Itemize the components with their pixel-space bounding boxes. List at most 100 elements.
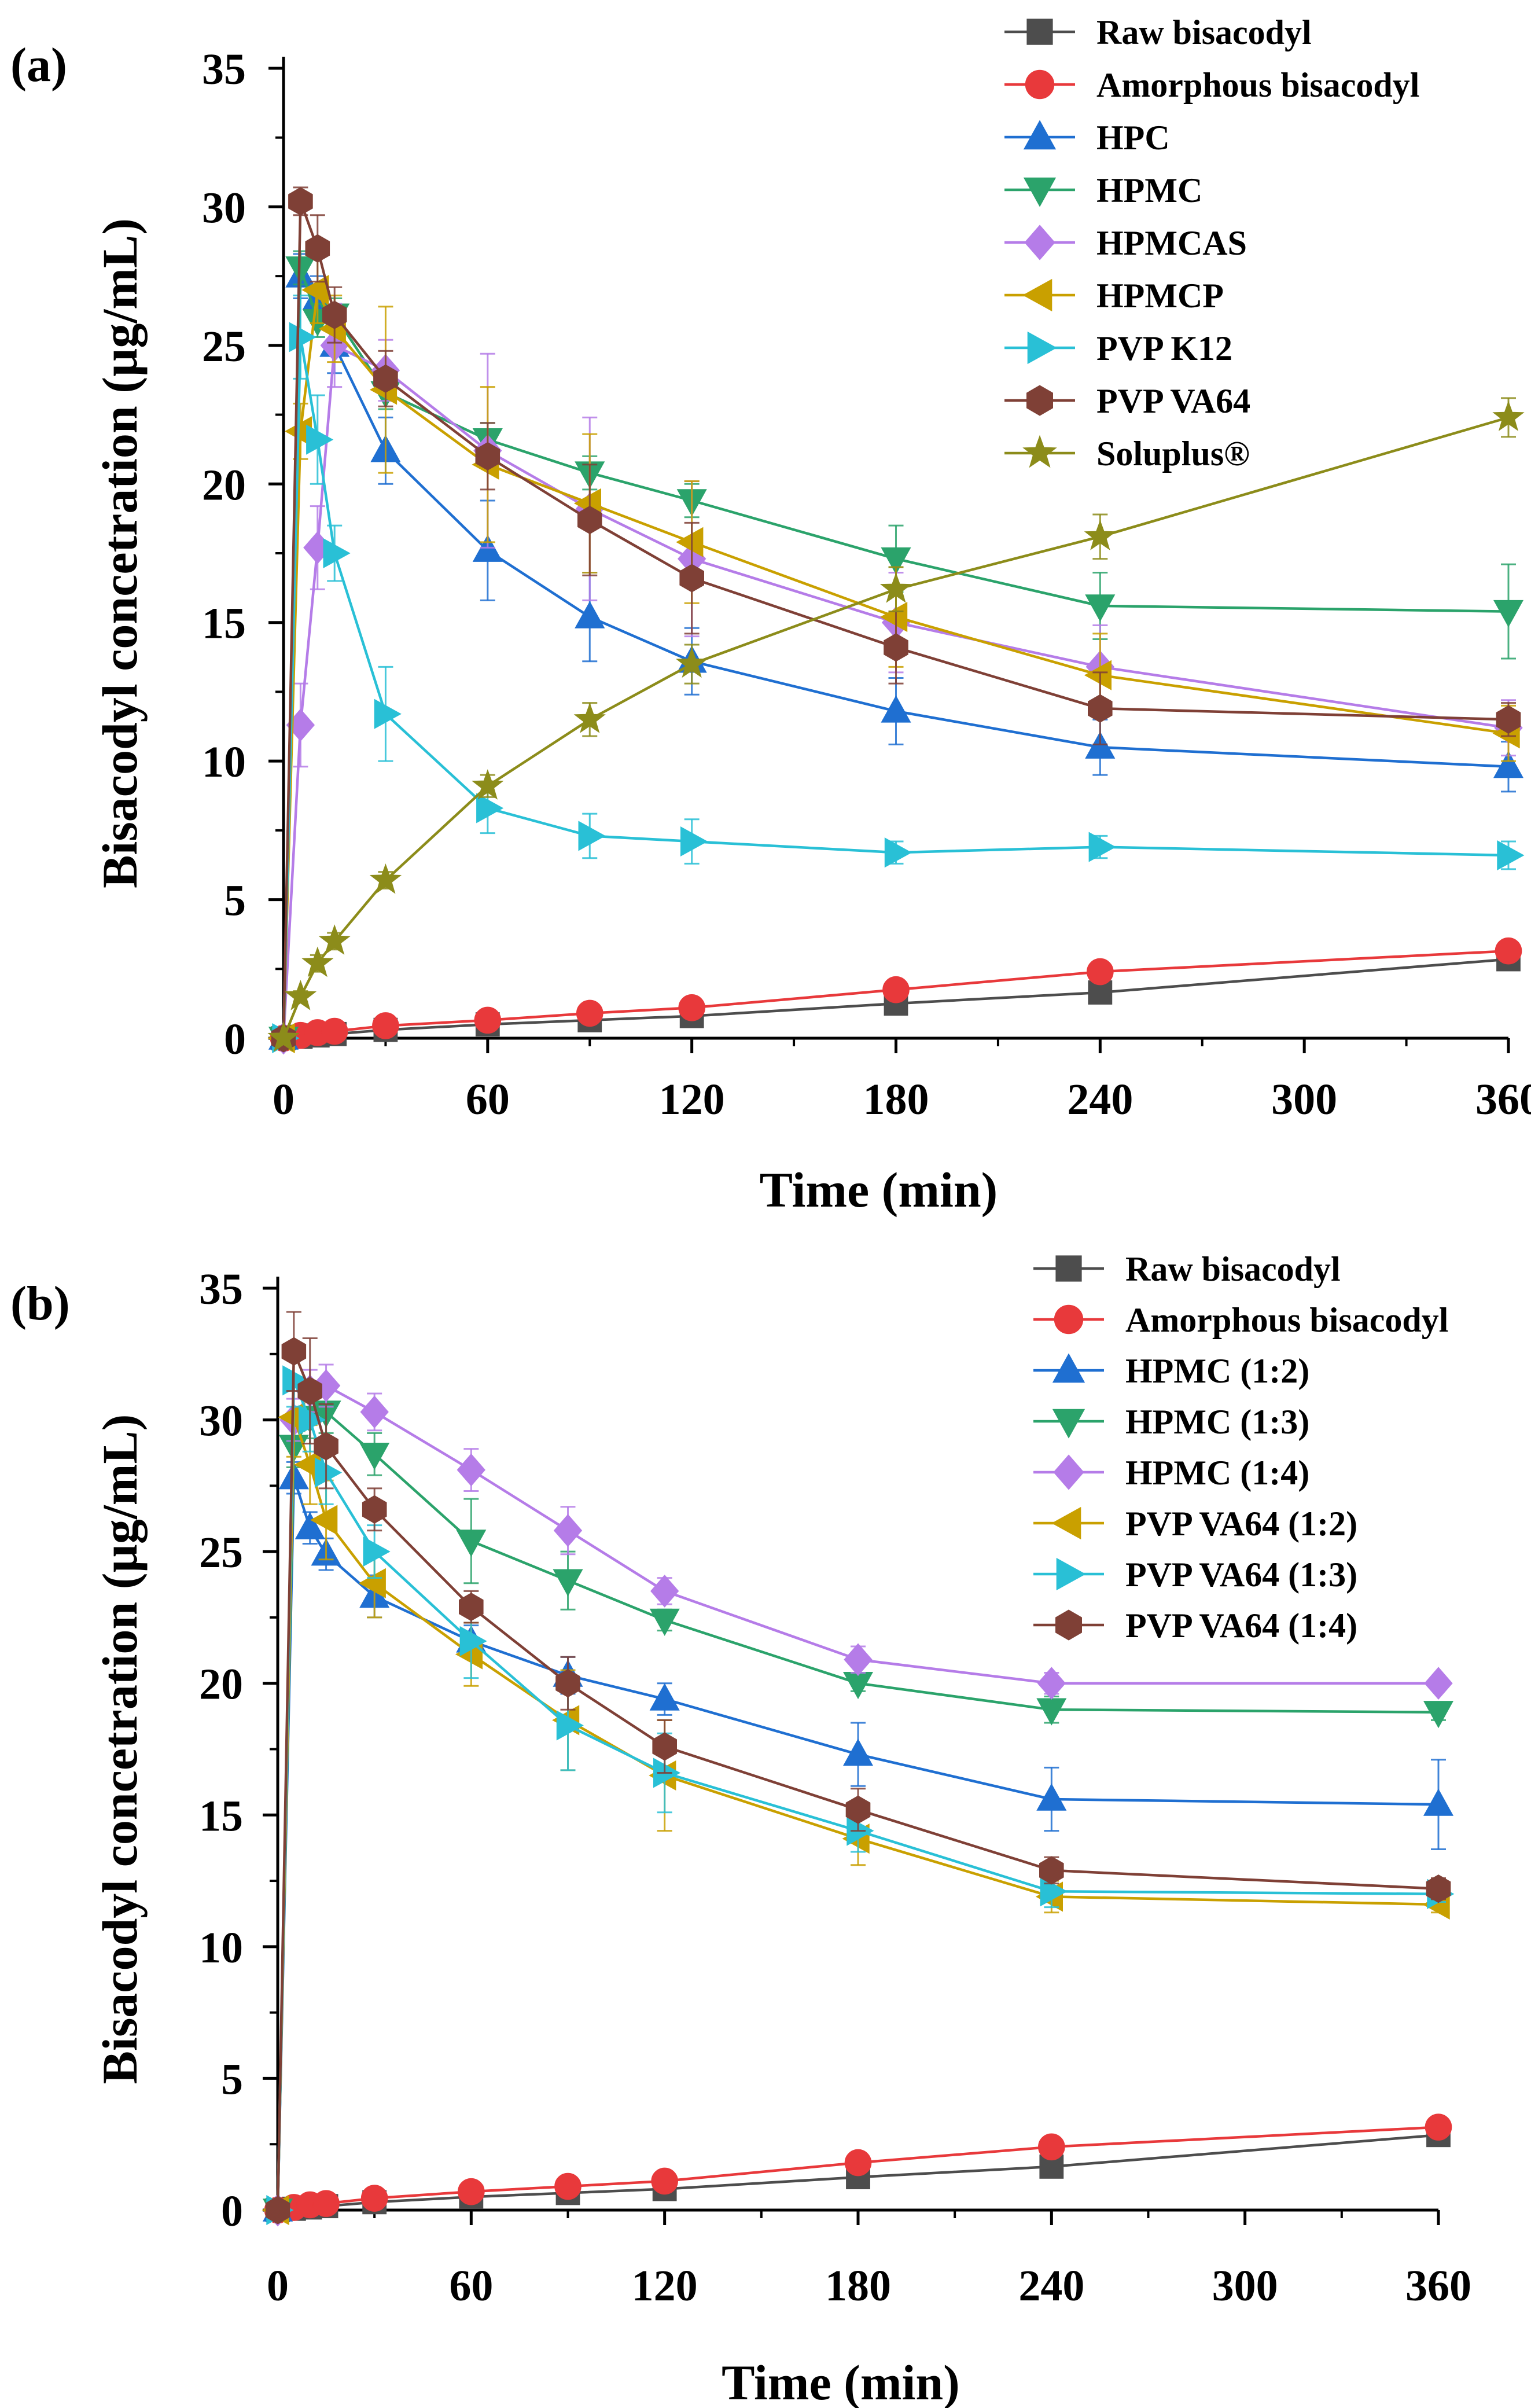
- legend-marker: [1022, 278, 1052, 312]
- data-point: [1039, 1856, 1064, 1885]
- legend-entry: HPMC (1:4): [1033, 1454, 1309, 1492]
- legend-entry: HPMC: [1004, 171, 1202, 209]
- data-point: [1088, 832, 1116, 862]
- legend-entry: Amorphous bisacodyl: [1004, 66, 1419, 104]
- data-point: [312, 2190, 340, 2217]
- legend-entry: PVP K12: [1004, 329, 1232, 367]
- data-point: [297, 1376, 322, 1406]
- data-point: [1493, 751, 1524, 778]
- data-point: [359, 1443, 390, 1470]
- y-tick-label: 10: [199, 1924, 243, 1972]
- data-point: [284, 980, 317, 1010]
- data-point: [374, 698, 402, 729]
- data-point: [459, 1593, 484, 1622]
- legend-label: Raw bisacodyl: [1125, 1250, 1341, 1288]
- data-point: [1038, 2133, 1065, 2161]
- data-point: [578, 821, 606, 851]
- data-point: [1088, 694, 1113, 723]
- legend-label: PVP VA64 (1:4): [1125, 1606, 1357, 1645]
- legend-entry: PVP VA64 (1:2): [1033, 1505, 1357, 1543]
- data-point: [1087, 958, 1114, 986]
- data-point: [1496, 705, 1521, 734]
- data-point: [882, 976, 910, 1003]
- legend-label: HPMC (1:2): [1125, 1352, 1309, 1390]
- data-point: [1423, 1788, 1454, 1816]
- legend-entry: Raw bisacodyl: [1004, 13, 1312, 52]
- legend-entry: HPMC (1:2): [1033, 1352, 1309, 1390]
- x-tick-label: 240: [1018, 2262, 1084, 2310]
- x-tick-label: 180: [825, 2262, 891, 2310]
- x-tick-label: 0: [273, 1075, 295, 1124]
- data-point: [363, 1536, 391, 1567]
- data-point: [282, 1365, 310, 1396]
- data-point: [649, 1608, 680, 1636]
- x-tick-label: 120: [659, 1075, 725, 1124]
- x-tick-label: 60: [449, 2262, 493, 2310]
- legend-entry: PVP VA64 (1:3): [1033, 1556, 1357, 1594]
- y-tick-label: 30: [199, 1397, 243, 1446]
- data-point: [369, 863, 402, 894]
- data-point: [680, 826, 708, 857]
- legend-label: PVP VA64 (1:2): [1125, 1505, 1357, 1543]
- data-point: [1425, 2113, 1452, 2141]
- data-point: [360, 1395, 389, 1429]
- data-point: [476, 793, 504, 824]
- data-point: [1497, 840, 1525, 871]
- y-tick-label: 15: [202, 600, 246, 648]
- data-point: [679, 564, 704, 593]
- data-point: [281, 1337, 307, 1366]
- y-tick-label: 20: [202, 461, 246, 509]
- data-point: [676, 527, 704, 557]
- legend-label: Soluplus®: [1096, 435, 1250, 473]
- data-point: [554, 2172, 582, 2200]
- y-tick-label: 10: [202, 738, 246, 786]
- data-point: [842, 1738, 874, 1766]
- data-point: [880, 602, 908, 633]
- data-point: [318, 924, 351, 955]
- data-point: [650, 1575, 679, 1608]
- x-tick-label: 0: [267, 2262, 289, 2310]
- legend-label: Amorphous bisacodyl: [1096, 66, 1419, 104]
- data-point: [881, 695, 911, 723]
- panel-label: (b): [10, 1277, 70, 1330]
- data-point: [576, 999, 603, 1027]
- legend-label: Amorphous bisacodyl: [1125, 1301, 1448, 1339]
- x-tick-label: 120: [632, 2262, 698, 2310]
- data-point: [314, 1457, 343, 1488]
- legend-marker: [1053, 1454, 1084, 1490]
- data-point: [1492, 400, 1525, 431]
- x-axis-title: Time (min): [722, 2355, 960, 2408]
- data-point: [362, 1495, 387, 1524]
- y-tick-label: 0: [221, 2187, 243, 2236]
- data-point: [556, 1710, 584, 1741]
- data-point: [1084, 520, 1116, 550]
- legend-label: PVP VA64: [1096, 382, 1250, 420]
- data-point: [1084, 660, 1112, 690]
- x-tick-label: 300: [1271, 1075, 1337, 1124]
- legend-label: HPMCP: [1096, 277, 1224, 315]
- data-point: [575, 601, 605, 628]
- data-point: [651, 2167, 678, 2195]
- legend-marker: [1024, 225, 1055, 260]
- axes: 0 60 120 180 240 300 360 0 5 10 15 20 25 30 35: [202, 45, 1531, 1124]
- data-point: [360, 2185, 388, 2212]
- legend-label: HPMCAS: [1096, 224, 1247, 262]
- y-tick-label: 25: [202, 322, 246, 371]
- data-point: [299, 1405, 326, 1435]
- data-point: [1424, 1667, 1453, 1700]
- data-point: [845, 1795, 871, 1824]
- data-point: [305, 234, 330, 263]
- legend-marker: [1054, 1304, 1084, 1334]
- panel-a: (a) 0 60 120 180 240 300 360 0 5 10 15 20 25 30 35 Time …: [10, 13, 1531, 1218]
- y-tick-label: 30: [202, 183, 246, 232]
- legend-label: Raw bisacodyl: [1096, 13, 1312, 52]
- data-point: [474, 1006, 502, 1034]
- data-point: [265, 2196, 290, 2225]
- data-point: [1037, 1667, 1066, 1700]
- legend-marker: [1052, 1409, 1085, 1439]
- legend-marker: [1056, 1557, 1086, 1591]
- y-axis-title: Bisacodyl concetration (µg/mL): [92, 1414, 148, 2085]
- x-tick-label: 360: [1405, 2262, 1471, 2310]
- data-point: [1036, 1783, 1067, 1811]
